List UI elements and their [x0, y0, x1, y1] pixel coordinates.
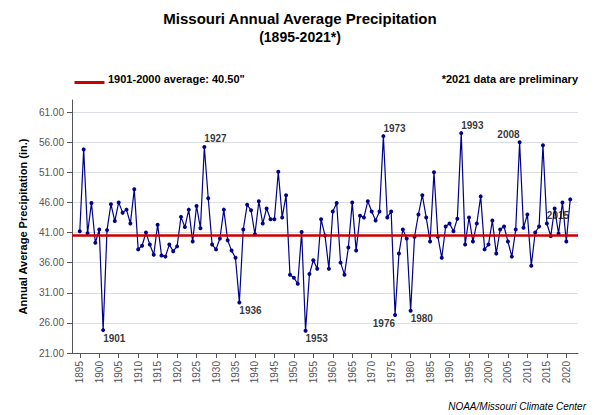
svg-text:2015: 2015: [541, 361, 552, 384]
svg-text:1965: 1965: [347, 361, 358, 384]
svg-text:1905: 1905: [113, 361, 124, 384]
svg-text:1895: 1895: [74, 361, 85, 384]
svg-text:*2021 data are preliminary: *2021 data are preliminary: [442, 73, 579, 85]
svg-text:Missouri Annual Average Precip: Missouri Annual Average Precipitation: [163, 10, 436, 27]
svg-text:1970: 1970: [366, 361, 377, 384]
svg-text:36.00: 36.00: [39, 257, 64, 268]
svg-text:1936: 1936: [239, 305, 262, 316]
svg-text:Annual Average Precipitation (: Annual Average Precipitation (in.): [17, 138, 29, 314]
svg-text:1927: 1927: [204, 133, 227, 144]
svg-text:1953: 1953: [306, 333, 329, 344]
svg-text:46.00: 46.00: [39, 197, 64, 208]
svg-text:(1895-2021*): (1895-2021*): [259, 29, 341, 45]
svg-text:2015: 2015: [547, 210, 570, 221]
svg-text:51.00: 51.00: [39, 167, 64, 178]
svg-text:21.00: 21.00: [39, 348, 64, 359]
svg-text:1930: 1930: [211, 361, 222, 384]
svg-text:1945: 1945: [269, 361, 280, 384]
svg-text:1950: 1950: [288, 361, 299, 384]
svg-text:26.00: 26.00: [39, 317, 64, 328]
svg-text:1940: 1940: [249, 361, 260, 384]
svg-text:1915: 1915: [152, 361, 163, 384]
svg-text:1960: 1960: [327, 361, 338, 384]
svg-text:1990: 1990: [444, 361, 455, 384]
svg-text:1900: 1900: [94, 361, 105, 384]
svg-text:1901-2000 average: 40.50": 1901-2000 average: 40.50": [108, 73, 245, 85]
svg-text:2005: 2005: [502, 361, 513, 384]
svg-text:1925: 1925: [191, 361, 202, 384]
svg-text:61.00: 61.00: [39, 107, 64, 118]
svg-text:56.00: 56.00: [39, 137, 64, 148]
svg-text:1985: 1985: [425, 361, 436, 384]
svg-text:1955: 1955: [308, 361, 319, 384]
svg-text:2020: 2020: [561, 361, 572, 384]
svg-text:1980: 1980: [411, 313, 434, 324]
svg-text:NOAA/Missouri Climate Center: NOAA/Missouri Climate Center: [448, 401, 586, 412]
svg-text:1995: 1995: [464, 361, 475, 384]
svg-text:1910: 1910: [133, 361, 144, 384]
svg-text:1976: 1976: [373, 318, 396, 329]
svg-text:1935: 1935: [230, 361, 241, 384]
svg-text:1980: 1980: [405, 361, 416, 384]
svg-text:2008: 2008: [497, 129, 520, 140]
svg-text:1993: 1993: [461, 120, 484, 131]
svg-text:1975: 1975: [386, 361, 397, 384]
svg-text:1920: 1920: [172, 361, 183, 384]
svg-text:31.00: 31.00: [39, 287, 64, 298]
svg-text:2000: 2000: [483, 361, 494, 384]
svg-text:2010: 2010: [522, 361, 533, 384]
svg-text:1901: 1901: [103, 333, 126, 344]
svg-text:41.00: 41.00: [39, 227, 64, 238]
svg-text:1973: 1973: [383, 123, 406, 134]
